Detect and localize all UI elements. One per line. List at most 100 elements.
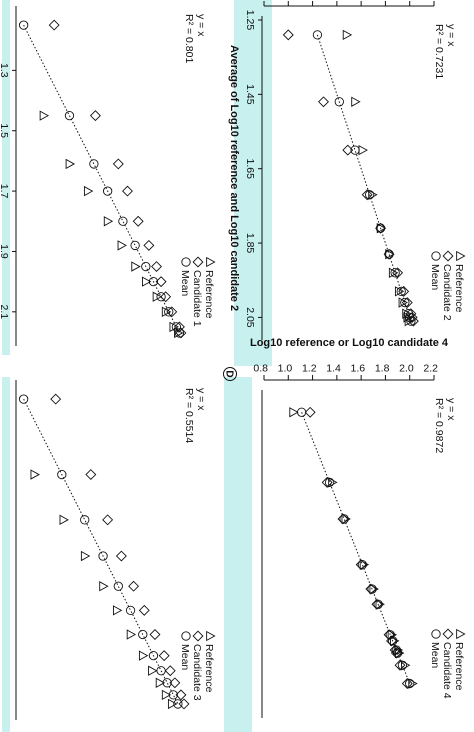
point-candidate-1 <box>151 261 162 273</box>
point-candidate-1 <box>143 239 155 251</box>
legend-label-2: Candidate 3 <box>191 644 203 701</box>
point-reference <box>142 276 152 287</box>
point-reference <box>376 223 387 234</box>
point-candidate-4 <box>389 644 401 656</box>
x-tick-label: 2.1 <box>0 305 10 320</box>
point-candidate-4 <box>365 583 377 595</box>
point-mean <box>89 159 99 169</box>
point-reference <box>401 660 411 671</box>
point-reference <box>99 581 109 592</box>
x-tick-label: 1.65 <box>244 158 256 179</box>
point-mean <box>396 286 406 297</box>
point-mean <box>130 240 140 251</box>
point-reference <box>368 189 378 200</box>
point-mean <box>364 190 375 200</box>
point-mean <box>148 276 159 287</box>
axis-band-left-panels <box>224 366 252 732</box>
point-mean <box>385 630 395 640</box>
y-tick-label: 1.8 <box>375 363 390 375</box>
legend-marker-3 <box>181 257 191 267</box>
point-mean <box>156 292 166 302</box>
point-reference <box>388 267 399 278</box>
point-reference <box>167 698 178 710</box>
point-candidate-3 <box>128 580 140 592</box>
legend-marker-1 <box>456 628 466 640</box>
point-candidate-3 <box>102 514 114 526</box>
point-reference <box>30 469 40 480</box>
legend-marker-1 <box>206 256 216 268</box>
x-tick-label: 1.3 <box>0 63 10 78</box>
point-candidate-4 <box>394 659 406 671</box>
point-candidate-2 <box>398 285 410 297</box>
chart-panel-4: 0.8 1.0 1.2 1.4 1.6 1.8 2.0 2.2 Log10 reference … <box>223 337 466 718</box>
identity-line <box>23 24 180 334</box>
legend-marker-3 <box>431 251 441 261</box>
point-candidate-3 <box>138 604 150 616</box>
point-candidate-3 <box>169 677 181 689</box>
point-candidate-2 <box>282 29 294 41</box>
point-reference <box>328 477 338 488</box>
y-axis-title: Log10 reference or Log10 candidate 4 <box>250 337 449 349</box>
legend-label-3: Mean <box>179 644 191 670</box>
point-mean <box>64 110 75 121</box>
point-mean <box>141 261 151 272</box>
point-reference <box>39 110 50 121</box>
point-candidate-4 <box>337 513 349 525</box>
point-mean <box>98 551 108 561</box>
point-mean <box>80 515 90 525</box>
point-mean <box>397 660 408 670</box>
panel-letter-badge <box>223 367 237 381</box>
point-candidate-1 <box>89 110 101 122</box>
point-candidate-2 <box>361 189 373 201</box>
y-tick-label: 1.2 <box>302 363 317 375</box>
y-tick-label: 1.0 <box>278 363 293 375</box>
point-mean <box>148 650 159 661</box>
chart-panel-1: 1.31.51.71.92.1Average of Log10 referenc… <box>0 6 216 346</box>
point-candidate-4 <box>355 559 367 571</box>
x-tick-label: 1.85 <box>244 233 256 254</box>
point-reference <box>117 240 127 251</box>
point-reference <box>398 297 408 308</box>
point-reference <box>155 677 166 688</box>
point-mean <box>125 605 136 616</box>
axis-band-center <box>234 0 272 366</box>
x-tick-label: 1.7 <box>0 184 10 199</box>
point-mean <box>334 97 344 107</box>
point-candidate-3 <box>149 629 161 640</box>
point-mean <box>171 322 182 332</box>
point-reference <box>148 665 158 676</box>
annotation-yx: y = x <box>445 24 457 47</box>
point-mean <box>405 678 415 689</box>
point-mean <box>18 394 29 404</box>
point-candidate-1 <box>155 276 167 288</box>
point-candidate-1 <box>166 306 178 318</box>
point-candidate-4 <box>321 476 333 488</box>
point-mean <box>350 145 360 155</box>
point-mean <box>339 514 349 524</box>
point-mean <box>174 328 185 338</box>
point-candidate-1 <box>160 291 172 303</box>
point-candidate-2 <box>318 96 329 108</box>
point-mean <box>357 560 368 570</box>
point-mean <box>388 636 398 646</box>
point-mean <box>164 307 174 317</box>
annotation-yx: y = x <box>195 14 207 37</box>
legend-marker-2 <box>442 250 454 262</box>
legend-marker-1 <box>456 250 466 262</box>
point-mean <box>405 312 415 323</box>
point-reference <box>385 249 395 260</box>
annotation-r2: R² = 0.9872 <box>433 398 445 453</box>
x-tick-label: 1.45 <box>244 84 256 105</box>
point-mean <box>324 477 335 488</box>
point-mean <box>384 249 394 259</box>
y-tick-label: 2.0 <box>399 363 414 375</box>
annotation-r2: R² = 0.5514 <box>183 388 195 443</box>
point-reference <box>351 96 361 107</box>
point-candidate-2 <box>342 144 354 156</box>
legend-marker-2 <box>192 630 204 642</box>
point-reference <box>402 308 412 319</box>
legend-label-3: Mean <box>429 264 441 290</box>
point-reference <box>161 306 172 317</box>
identity-line <box>23 398 179 705</box>
